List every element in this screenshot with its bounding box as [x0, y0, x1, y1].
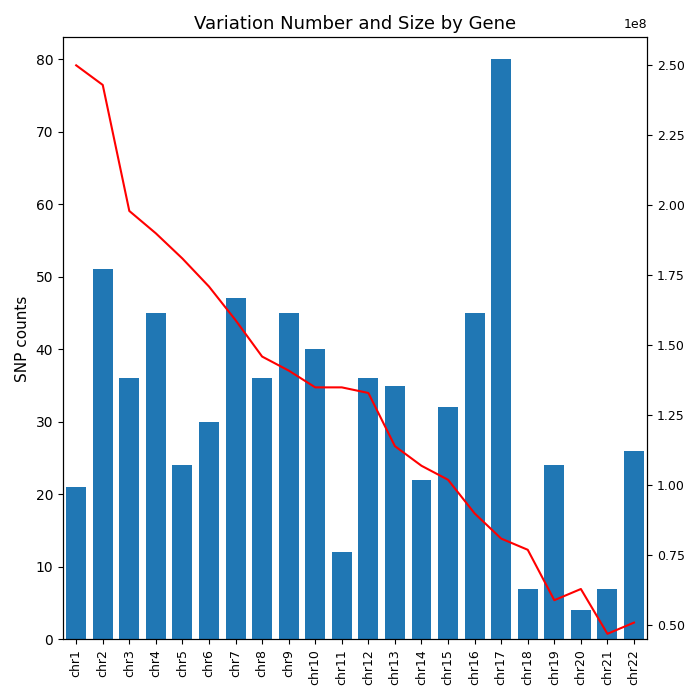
- Bar: [571, 610, 591, 639]
- Bar: [545, 466, 564, 639]
- Bar: [199, 422, 219, 639]
- Bar: [438, 407, 458, 639]
- Bar: [93, 270, 113, 639]
- Bar: [624, 451, 644, 639]
- Bar: [279, 313, 299, 639]
- Bar: [385, 386, 405, 639]
- Title: Variation Number and Size by Gene: Variation Number and Size by Gene: [194, 15, 516, 33]
- Bar: [252, 378, 272, 639]
- Bar: [146, 313, 166, 639]
- Bar: [491, 59, 511, 639]
- Bar: [305, 349, 326, 639]
- Bar: [518, 589, 538, 639]
- Bar: [332, 552, 352, 639]
- Bar: [172, 466, 192, 639]
- Bar: [598, 589, 617, 639]
- Bar: [465, 313, 484, 639]
- Bar: [225, 298, 246, 639]
- Bar: [66, 487, 86, 639]
- Bar: [119, 378, 139, 639]
- Y-axis label: SNP counts: SNP counts: [15, 295, 30, 382]
- Text: 1e8: 1e8: [624, 18, 648, 32]
- Bar: [358, 378, 378, 639]
- Bar: [412, 480, 431, 639]
